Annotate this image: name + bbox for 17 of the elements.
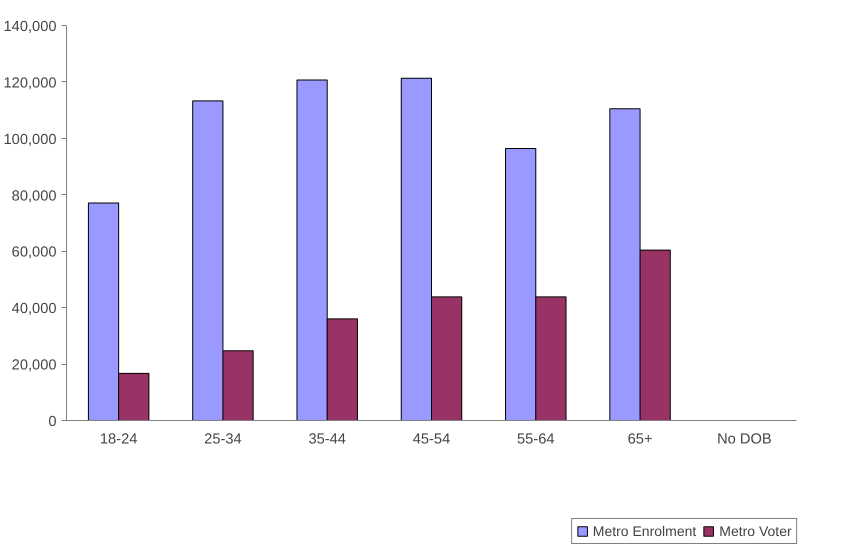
y-tick-label: 80,000 <box>12 188 56 204</box>
x-tick-label: No DOB <box>717 432 772 448</box>
y-tick-label: 0 <box>48 414 57 430</box>
y-tick-label: 40,000 <box>12 301 56 318</box>
x-tick-label: 35-44 <box>308 432 346 448</box>
y-tick-label: 20,000 <box>12 358 56 374</box>
y-tick-label: 140,000 <box>4 19 57 35</box>
y-tick-label: 100,000 <box>4 132 57 148</box>
y-tick-label: 120,000 <box>4 75 57 92</box>
x-tick-label: 18-24 <box>100 432 138 448</box>
x-tick-label: 65+ <box>628 432 653 448</box>
legend-label: Metro Enrolment <box>592 523 696 539</box>
y-tick-label: 60,000 <box>12 244 56 261</box>
x-tick-label: 55-64 <box>517 432 555 448</box>
x-tick-label: 25-34 <box>204 432 242 448</box>
legend-label: Metro Voter <box>719 523 792 539</box>
x-tick-label: 45-54 <box>412 432 450 448</box>
